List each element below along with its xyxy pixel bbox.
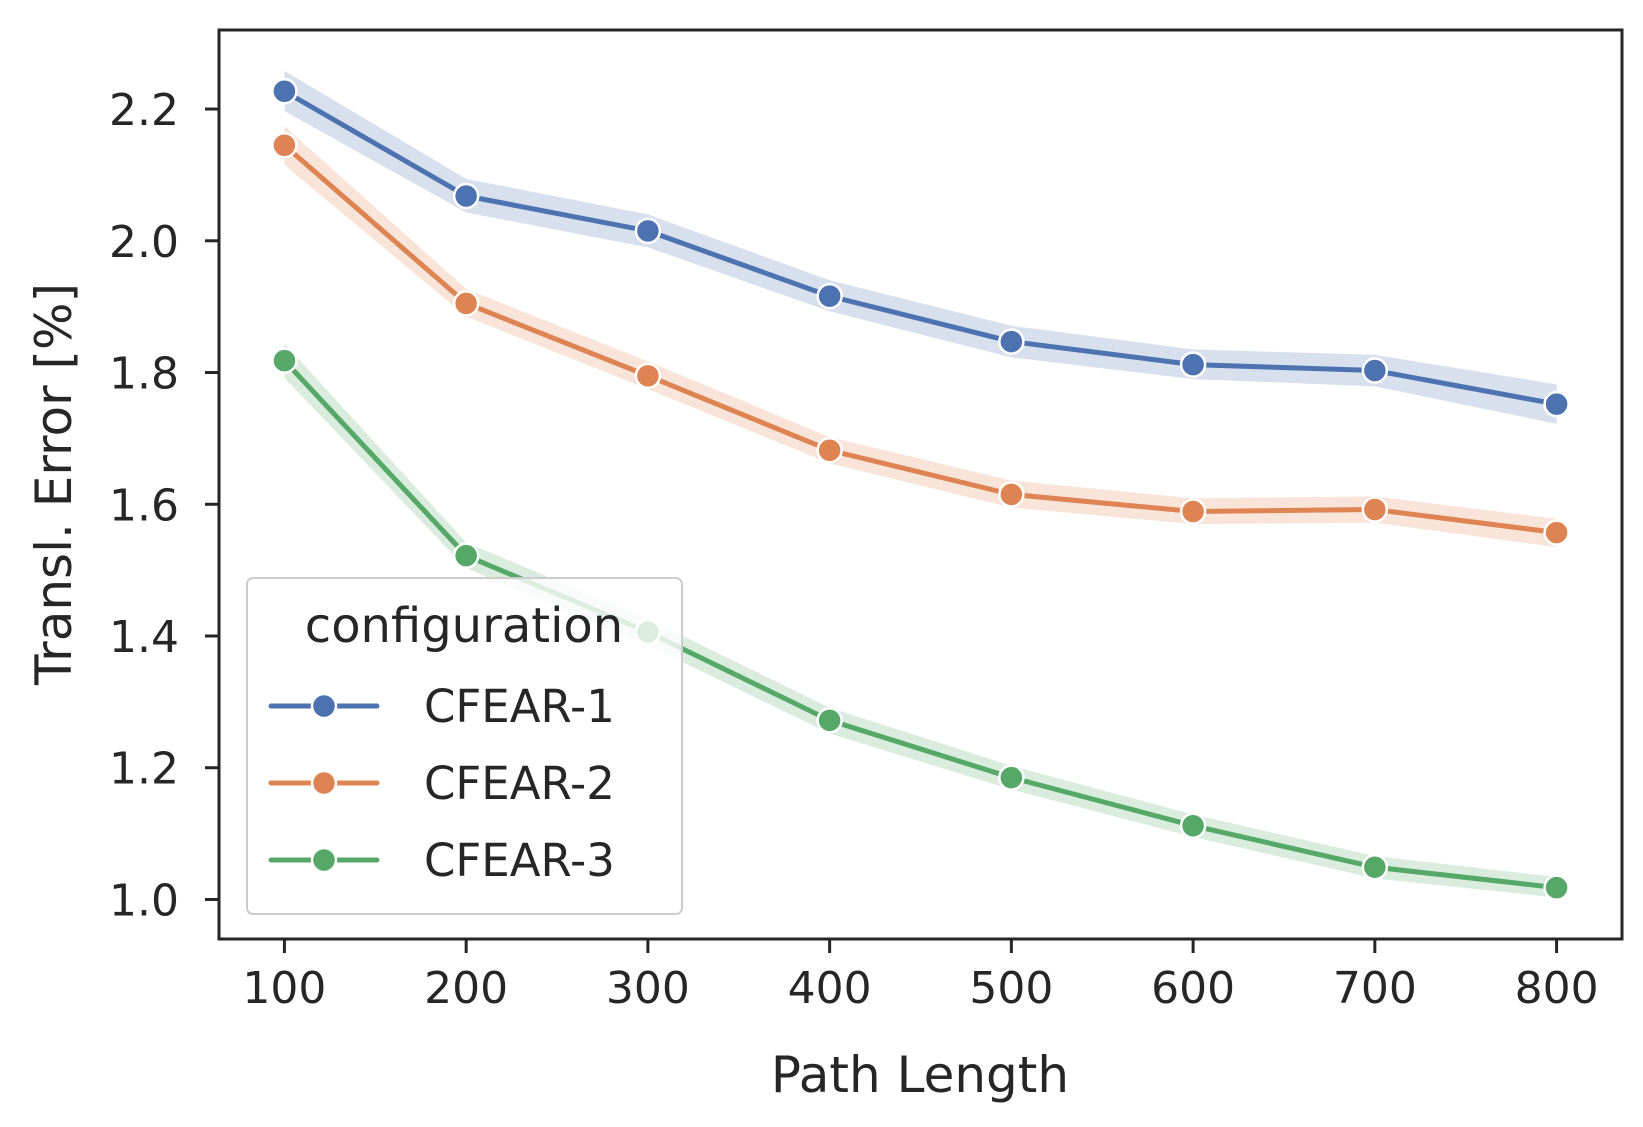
legend-marker-cfear-2	[310, 769, 338, 797]
y-tick-label: 1.4	[109, 612, 179, 663]
data-point-cfear-1	[998, 328, 1025, 355]
data-point-cfear-1	[634, 217, 662, 245]
legend-marker-cfear-1	[310, 692, 338, 720]
series-line-cfear-3	[281, 358, 1560, 891]
legend-label-cfear-2: CFEAR-2	[424, 757, 615, 810]
series-markers	[271, 78, 1570, 901]
x-tick-label: 400	[788, 963, 872, 1014]
data-point-cfear-3	[998, 764, 1025, 791]
data-point-cfear-2	[634, 362, 662, 390]
series-line-cfear-2	[281, 142, 1560, 536]
x-tick-label: 200	[424, 963, 508, 1014]
data-point-cfear-1	[452, 182, 480, 210]
y-tick-label: 1.2	[109, 744, 179, 795]
x-axis-title: Path Length	[771, 1046, 1069, 1104]
plot-frame	[217, 28, 1624, 941]
data-point-cfear-2	[1543, 519, 1570, 546]
y-tick-label: 2.2	[109, 85, 179, 136]
data-point-cfear-1	[816, 282, 843, 310]
x-tick-label: 300	[606, 963, 690, 1014]
x-tick-label: 600	[1151, 963, 1235, 1014]
y-tick-label: 1.6	[109, 480, 179, 531]
legend-marker-cfear-3	[310, 846, 338, 874]
y-axis-title: Transl. Error [%]	[25, 283, 83, 686]
series-line-cfear-1	[281, 88, 1560, 407]
legend-title: configuration	[305, 598, 623, 654]
data-point-cfear-3	[452, 542, 480, 569]
x-tick-label: 800	[1515, 963, 1599, 1014]
legend-label-cfear-1: CFEAR-1	[424, 680, 615, 733]
data-point-cfear-3	[1179, 812, 1207, 839]
data-point-cfear-1	[271, 78, 298, 105]
legend: configuration CFEAR-1 CFEAR-2 CFEAR-3	[246, 577, 683, 915]
data-point-cfear-2	[1361, 496, 1389, 523]
data-point-cfear-1	[1179, 351, 1207, 378]
y-tick-label: 1.0	[109, 875, 179, 926]
data-point-cfear-1	[1361, 357, 1389, 384]
y-tick-label: 1.8	[109, 349, 179, 400]
legend-box	[246, 577, 683, 915]
data-point-cfear-2	[998, 481, 1025, 508]
data-point-cfear-2	[271, 132, 298, 159]
confidence-band-cfear-2	[284, 126, 1557, 548]
legend-entries: CFEAR-1 CFEAR-2 CFEAR-3	[268, 680, 615, 887]
x-tick-label: 100	[242, 963, 326, 1014]
data-point-cfear-3	[271, 347, 298, 374]
x-axis: 100 200 300 400 500 600 700 800	[242, 939, 1599, 1014]
x-tick-label: 500	[969, 963, 1053, 1014]
data-point-cfear-3	[1361, 853, 1389, 881]
data-point-cfear-3	[1543, 874, 1570, 901]
y-axis: 1.0 1.2 1.4 1.6 1.8 2.0 2.2	[109, 85, 219, 926]
series-lines	[281, 88, 1560, 891]
confidence-band-cfear-1	[284, 70, 1557, 424]
y-tick-label: 2.0	[109, 217, 179, 268]
data-point-cfear-2	[452, 290, 480, 317]
data-point-cfear-3	[816, 707, 843, 734]
data-point-cfear-2	[1179, 498, 1207, 525]
data-point-cfear-1	[1543, 390, 1570, 418]
x-tick-label: 700	[1333, 963, 1417, 1014]
confidence-bands	[284, 70, 1557, 898]
data-point-cfear-2	[816, 436, 843, 464]
legend-label-cfear-3: CFEAR-3	[424, 834, 615, 887]
